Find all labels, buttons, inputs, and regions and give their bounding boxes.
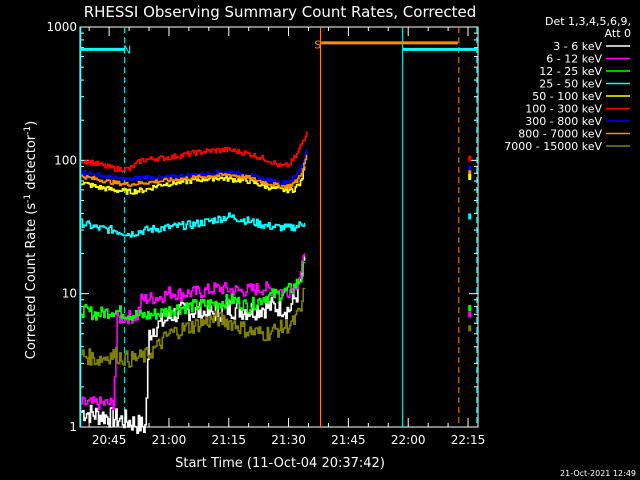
- series-line-3: [81, 261, 306, 321]
- y-tick-label: 100: [54, 153, 77, 167]
- plot-axes: 1 10 100 1000 20:45 21:00 21:15 21:30 21:45 22:00…: [46, 20, 485, 447]
- x-tick-label: 20:45: [92, 433, 127, 447]
- legend-label: 6 - 12 keV: [546, 53, 602, 66]
- series-lines: [81, 131, 472, 434]
- legend-label: 3 - 6 keV: [553, 40, 602, 53]
- legend-label: 7000 - 15000 keV: [504, 140, 602, 153]
- x-tick-label: 21:30: [271, 433, 306, 447]
- x-tick-label: 21:45: [331, 433, 366, 447]
- tail-point: [468, 311, 472, 318]
- plot-frame: [79, 26, 479, 428]
- x-tick-label: 21:15: [211, 433, 246, 447]
- y-tick-label: 1000: [46, 20, 77, 34]
- legend-label: 12 - 25 keV: [539, 65, 602, 78]
- series-line-9: [81, 287, 306, 368]
- legend-label: 25 - 50 keV: [539, 78, 602, 91]
- reference-lines: [80, 27, 478, 427]
- tail-point: [468, 213, 472, 220]
- y-tick-label: 10: [62, 287, 77, 301]
- legend-header: Det 1,3,4,5,6,9,: [545, 15, 631, 28]
- y-tick-label: 1: [69, 420, 77, 434]
- series-line-6: [81, 131, 308, 173]
- legend-label: 300 - 800 keV: [525, 115, 602, 128]
- legend-label: 100 - 300 keV: [525, 103, 602, 116]
- y-axis-label: Corrected Count Rate (s-1 detector-1): [23, 121, 39, 359]
- tail-point: [468, 155, 472, 162]
- legend-label: 800 - 7000 keV: [518, 128, 602, 141]
- legend-header: Att 0: [605, 27, 631, 40]
- x-tick-label: 22:00: [391, 433, 426, 447]
- tail-point: [468, 170, 472, 177]
- series-line-8: [81, 154, 308, 189]
- mode-annotation: N: [123, 43, 131, 56]
- chart-title: RHESSI Observing Summary Count Rates, Co…: [84, 3, 477, 21]
- series-line-4: [81, 212, 306, 238]
- legend-label: 50 - 100 keV: [532, 90, 602, 103]
- series-line-5: [81, 166, 306, 195]
- footer-timestamp: 21-Oct-2021 12:49: [560, 469, 636, 478]
- tail-point: [468, 173, 472, 180]
- x-axis-label: Start Time (11-Oct-04 20:37:42): [175, 456, 385, 471]
- x-tick-label: 22:15: [451, 433, 486, 447]
- series-line-2: [81, 253, 306, 411]
- tail-point: [468, 166, 472, 173]
- tail-point: [468, 305, 472, 312]
- tail-point: [468, 325, 472, 332]
- x-tick-label: 21:00: [152, 433, 187, 447]
- mode-annotation: S: [314, 38, 321, 51]
